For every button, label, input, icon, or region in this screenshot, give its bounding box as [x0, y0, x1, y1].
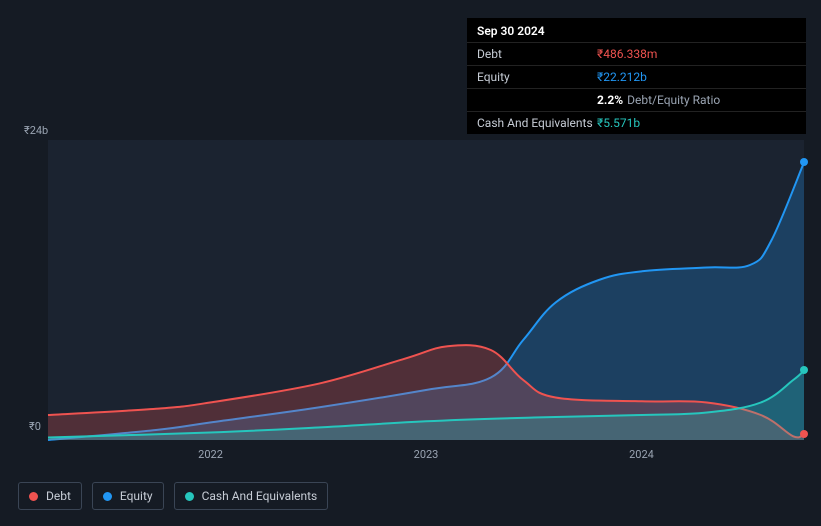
y-axis-label-max: ₹24b: [24, 124, 48, 137]
tooltip-ratio-value: 2.2%Debt/Equity Ratio: [597, 93, 796, 107]
chart-svg: [48, 140, 804, 440]
tooltip-cash-label: Cash And Equivalents: [477, 116, 597, 130]
tooltip-equity-value: ₹22.212b: [597, 70, 796, 84]
x-tick-2023: 2023: [414, 448, 439, 461]
legend-item-debt[interactable]: Debt: [18, 482, 82, 510]
legend-label-debt: Debt: [46, 489, 71, 503]
legend-item-equity[interactable]: Equity: [92, 482, 164, 510]
legend-label-equity: Equity: [120, 489, 153, 503]
tooltip-date: Sep 30 2024: [477, 24, 545, 38]
tooltip-ratio-label: [477, 93, 597, 107]
legend-item-cash[interactable]: Cash And Equivalents: [174, 482, 329, 510]
end-marker-cash: [800, 366, 808, 374]
legend-swatch-cash: [185, 492, 194, 501]
debt-equity-chart: ₹24b ₹0 2022 2023 2024 Sep 30 2024 Debt …: [0, 0, 821, 526]
x-tick-2024: 2024: [629, 448, 654, 461]
plot-area[interactable]: [48, 140, 804, 440]
tooltip-debt-value: ₹486.338m: [597, 47, 796, 61]
tooltip-equity-label: Equity: [477, 70, 597, 84]
end-marker-equity: [800, 158, 808, 166]
x-axis-labels: 2022 2023 2024: [48, 448, 804, 468]
y-axis-label-min: ₹0: [29, 420, 41, 433]
x-tick-2022: 2022: [198, 448, 223, 461]
legend-swatch-debt: [29, 492, 38, 501]
legend-swatch-equity: [103, 492, 112, 501]
legend-label-cash: Cash And Equivalents: [202, 489, 318, 503]
legend: Debt Equity Cash And Equivalents: [18, 482, 328, 510]
end-marker-debt: [800, 430, 808, 438]
data-tooltip: Sep 30 2024 Debt ₹486.338m Equity ₹22.21…: [467, 18, 806, 134]
tooltip-debt-label: Debt: [477, 47, 597, 61]
tooltip-cash-value: ₹5.571b: [597, 116, 796, 130]
